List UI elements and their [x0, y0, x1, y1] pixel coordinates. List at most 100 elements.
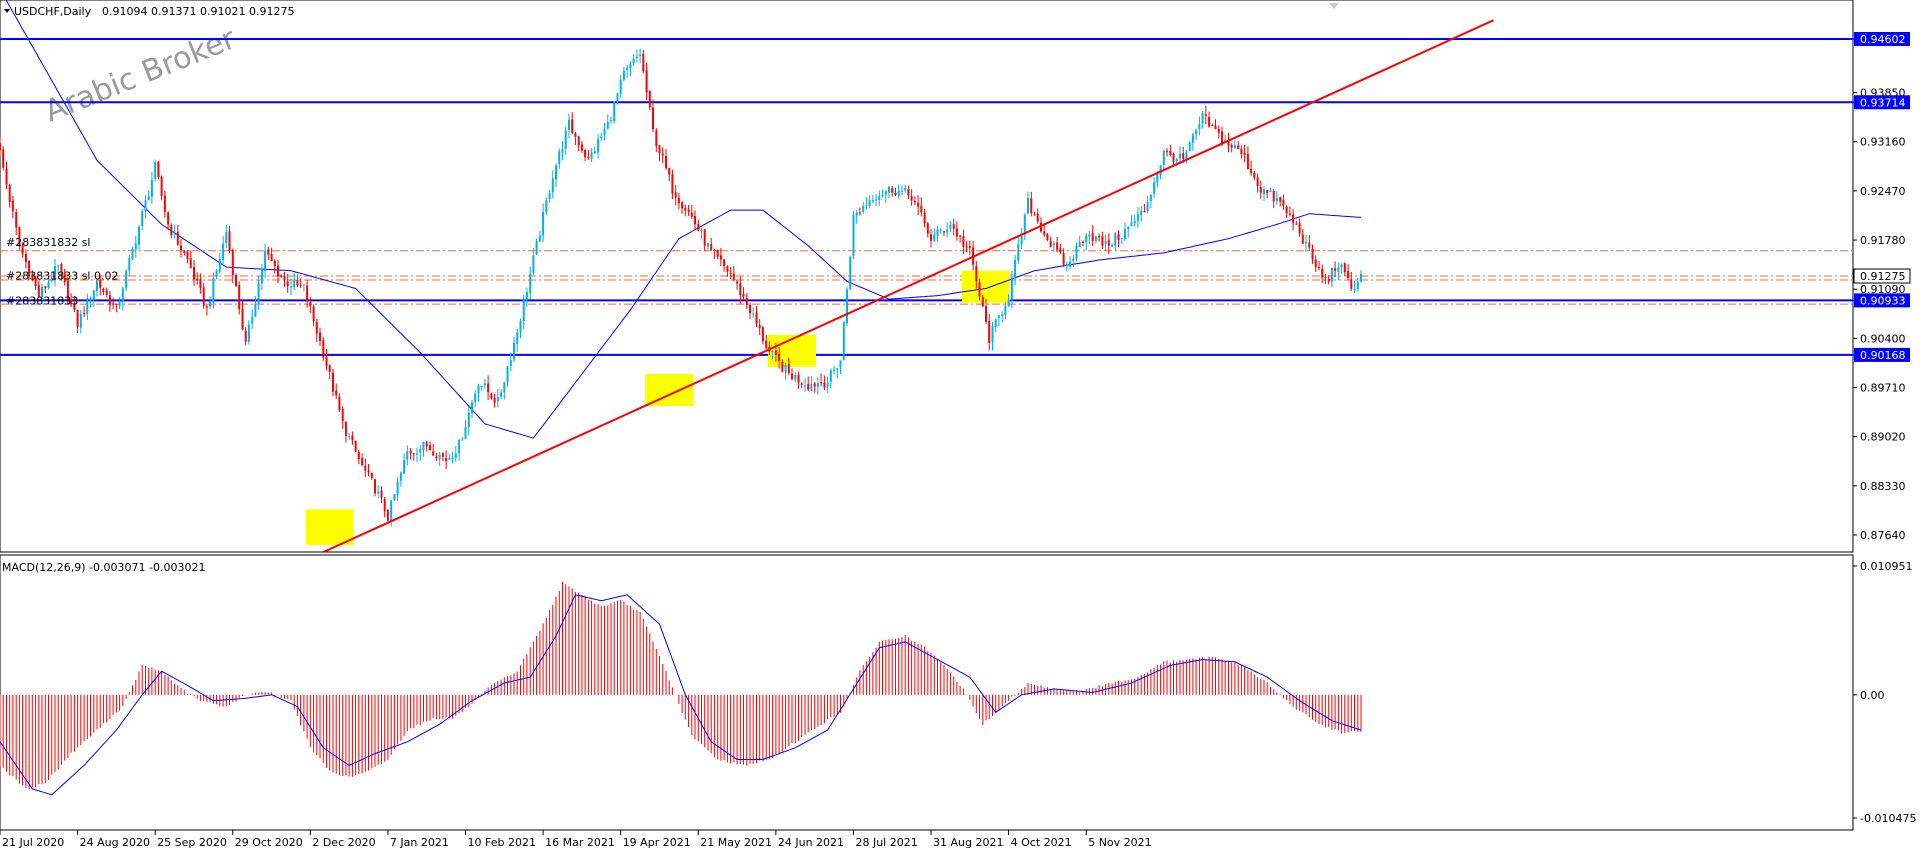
candle-body-290 [936, 229, 939, 236]
candle-body-341 [1101, 236, 1104, 246]
candle-body-421 [1360, 273, 1362, 282]
order-label-1: #283831833 sl 0.02 [6, 270, 118, 283]
candle-body-43 [138, 226, 140, 245]
candle-body-164 [529, 273, 532, 294]
candle-body-74 [238, 285, 241, 310]
candle-body-268 [865, 205, 868, 207]
candle-body-65 [209, 301, 212, 307]
candle-body-339 [1094, 236, 1097, 241]
candle-body-326 [1052, 243, 1055, 246]
trendline-layer [322, 19, 1494, 554]
candle-body-337 [1088, 234, 1091, 237]
price-tick-label-9: 0.90400 [1860, 332, 1906, 345]
candle-body-100 [322, 339, 325, 358]
moving-average-layer [5, 0, 1361, 439]
candle-body-205 [661, 153, 664, 156]
candle-body-58 [186, 251, 189, 259]
candle-body-213 [687, 209, 690, 213]
candles-layer [0, 48, 1362, 527]
candle-body-400 [1292, 214, 1295, 224]
level-price-label-10: 0.90168 [1860, 349, 1906, 362]
candle-body-390 [1259, 187, 1262, 193]
candle-body-416 [1343, 263, 1346, 272]
candle-body-295 [952, 224, 955, 229]
candle-body-30 [96, 280, 98, 291]
candle-body-375 [1211, 125, 1214, 127]
candle-body-28 [89, 299, 92, 301]
candle-body-335 [1082, 241, 1084, 243]
candle-body-186 [600, 136, 603, 139]
candle-body-87 [280, 274, 283, 278]
candle-body-374 [1208, 117, 1211, 127]
candle-body-340 [1098, 235, 1101, 238]
candle-body-406 [1311, 248, 1314, 260]
candle-body-342 [1104, 241, 1107, 245]
candle-body-292 [943, 231, 945, 233]
candle-body-260 [839, 360, 842, 368]
price-tick-label-13: 0.88330 [1860, 480, 1906, 493]
candle-body-73 [235, 275, 237, 286]
candle-body-308 [994, 319, 997, 328]
macd-panel[interactable]: 0.010951 0.00 -0.010475 MACD(12,26,9) -0.0… [0, 554, 1916, 831]
candle-body-21 [66, 280, 69, 301]
candle-body-315 [1017, 244, 1020, 261]
candle-body-291 [939, 230, 942, 232]
candle-body-382 [1233, 145, 1236, 149]
candle-body-151 [487, 383, 490, 393]
candle-body-70 [225, 232, 228, 243]
time-tick-label-0: 21 Jul 2020 [2, 836, 64, 849]
candle-body-92 [296, 279, 299, 285]
candle-body-269 [868, 200, 871, 206]
candle-body-266 [858, 212, 861, 214]
candle-body-112 [361, 458, 364, 466]
candle-body-19 [60, 264, 63, 273]
macd-axis: 0.010951 0.00 -0.010475 [1853, 560, 1916, 825]
candle-body-85 [273, 260, 276, 266]
candle-body-351 [1133, 221, 1136, 223]
candle-body-222 [716, 250, 719, 257]
highlight-zone-1 [645, 373, 694, 407]
candle-body-256 [826, 382, 829, 387]
candle-body-305 [985, 306, 987, 323]
candle-body-354 [1143, 211, 1146, 213]
price-tick-label-3: 0.93160 [1860, 136, 1906, 149]
candle-body-348 [1124, 229, 1126, 240]
candle-body-381 [1230, 144, 1233, 148]
candle-body-320 [1033, 214, 1036, 216]
order-labels-layer: #283831832 sl #283831833 sl 0.02 #28383183… [6, 236, 118, 307]
candle-body-296 [955, 228, 958, 237]
candle-body-310 [1001, 314, 1004, 316]
price-tick-label-12: 0.89020 [1860, 431, 1906, 444]
candle-body-228 [736, 281, 739, 284]
candle-body-173 [558, 151, 561, 165]
macd-title: MACD(12,26,9) -0.003071 -0.003021 [2, 561, 205, 574]
candle-body-120 [386, 510, 389, 521]
candle-body-409 [1321, 268, 1324, 278]
candle-body-333 [1075, 245, 1078, 259]
candle-body-226 [729, 273, 732, 275]
candle-body-41 [131, 248, 134, 260]
candle-body-67 [215, 270, 218, 277]
candle-body-113 [364, 465, 367, 471]
candle-body-116 [374, 479, 376, 494]
candle-body-253 [816, 383, 819, 387]
candle-body-245 [791, 373, 793, 380]
candle-body-306 [988, 321, 991, 343]
candle-body-171 [551, 178, 554, 193]
candle-body-325 [1049, 240, 1052, 247]
candle-body-50 [160, 176, 163, 197]
candle-body-280 [904, 187, 907, 191]
header-dropdown-icon[interactable] [4, 9, 10, 13]
time-tick-label-8: 19 Apr 2021 [623, 836, 691, 849]
candle-body-166 [535, 240, 538, 255]
candle-body-332 [1072, 258, 1075, 261]
candle-body-106 [341, 409, 344, 421]
candle-body-32 [102, 288, 105, 292]
price-panel[interactable]: Arabic Broker #283831832 sl#283831833 sl… [0, 0, 1911, 554]
candle-body-276 [891, 187, 894, 193]
candle-body-114 [367, 470, 370, 472]
candle-body-181 [584, 150, 587, 158]
candle-body-249 [804, 385, 806, 387]
candle-body-33 [105, 290, 108, 295]
